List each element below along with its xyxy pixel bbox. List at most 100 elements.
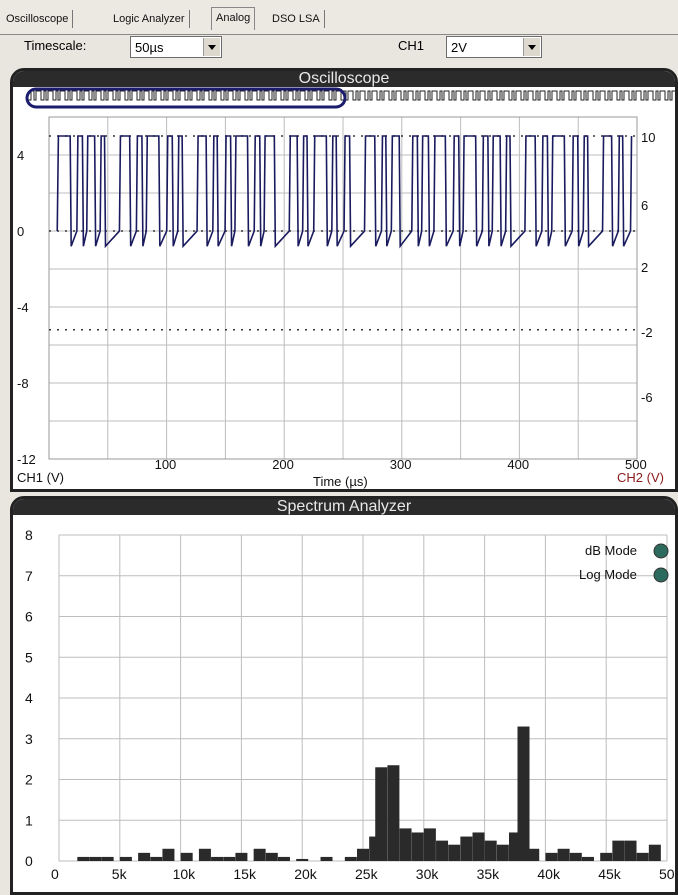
overview-trace — [27, 90, 675, 101]
spectrum-bar — [119, 856, 132, 861]
spectrum-bar — [235, 852, 248, 861]
spectrum-bar — [101, 856, 114, 861]
spectrum-bar — [211, 856, 224, 861]
timescale-select[interactable]: 50µs — [130, 36, 222, 58]
ch1-scale-select[interactable]: 2V — [446, 36, 542, 58]
y-tick-label: 3 — [25, 731, 33, 747]
spectrum-bar — [600, 852, 613, 861]
spectrum-bar — [198, 848, 211, 861]
x-tick-label: 400 — [507, 457, 529, 472]
log-mode-label: Log Mode — [579, 567, 637, 582]
spectrum-bar — [612, 840, 625, 861]
y-tick-label: -12 — [17, 452, 36, 467]
spectrum-bar — [253, 848, 266, 861]
y-tick-label: 1 — [25, 812, 33, 828]
y2-tick-label: -2 — [641, 325, 653, 340]
spectrum-bar — [387, 765, 400, 861]
overview-strip — [25, 87, 675, 109]
spectrum-bar — [223, 856, 236, 861]
spectrum-bar — [484, 840, 497, 861]
x-tick-label: 35k — [477, 866, 501, 882]
spectrum-bar — [344, 856, 357, 861]
oscilloscope-plot[interactable]: 4 0 -4 -8 -12 10 6 2 -2 -6 100 200 300 400 500 CH1 (V)… — [13, 87, 675, 492]
spectrum-bar — [320, 856, 333, 861]
x-tick-label: 50k — [659, 866, 675, 882]
overview-window — [25, 87, 347, 109]
spectrum-plot[interactable]: 01234567805k10k15k20k25k30k35k40k45k50k … — [13, 515, 675, 895]
db-mode-toggle[interactable] — [653, 543, 669, 559]
spectrum-bar — [423, 828, 436, 861]
y2-tick-label: 2 — [641, 260, 648, 275]
spectrum-bar — [399, 828, 412, 861]
spectrum-bars — [77, 726, 661, 861]
spectrum-bar — [460, 836, 473, 861]
x-tick-label: 5k — [112, 866, 128, 882]
y2-tick-label: 6 — [641, 198, 648, 213]
oscilloscope-panel: Oscilloscope 4 0 -4 -8 -12 10 6 2 -2 -6 100 200 300 4… — [10, 68, 678, 492]
log-mode-toggle[interactable] — [653, 567, 669, 583]
db-mode-label: dB Mode — [585, 543, 637, 558]
spectrum-bar — [265, 852, 278, 861]
tab-analog[interactable]: Analog — [211, 7, 256, 30]
x-tick-label: 10k — [173, 866, 197, 882]
x-tick-label: 45k — [598, 866, 622, 882]
spectrum-bar — [375, 767, 388, 861]
timescale-label: Timescale: — [24, 38, 87, 53]
y-tick-label: -8 — [17, 376, 29, 391]
tab-bar: Oscilloscope Logic Analyzer Analog DSO L… — [0, 0, 678, 35]
timescale-value: 50µs — [135, 40, 164, 55]
ch1-label: CH1 — [398, 38, 425, 53]
x-tick-label: 100 — [155, 457, 177, 472]
spectrum-bar — [162, 848, 175, 861]
y-tick-label: 4 — [17, 148, 24, 163]
spectrum-title: Spectrum Analyzer — [13, 499, 675, 515]
plot-frame — [48, 116, 638, 460]
toolbar: Timescale: 50µs CH1 2V — [0, 34, 678, 64]
x-axis-label: Time (µs) — [313, 474, 368, 489]
ch1-scale-value: 2V — [451, 40, 467, 55]
spectrum-bar — [357, 848, 369, 861]
spectrum-bar — [636, 852, 649, 861]
spectrum-bar — [517, 726, 530, 861]
y-tick-label: 5 — [25, 649, 33, 665]
spectrum-bar — [180, 852, 193, 861]
spectrum-bar — [448, 844, 461, 861]
spectrum-bar — [77, 856, 90, 861]
spectrum-bar — [472, 832, 485, 861]
x-tick-label: 500 — [625, 457, 647, 472]
y-tick-label: 8 — [25, 527, 33, 543]
spectrum-bar — [545, 852, 558, 861]
ch2-axis-label: CH2 (V) — [617, 470, 664, 485]
spectrum-grid — [58, 534, 668, 862]
y-tick-label: -4 — [17, 300, 29, 315]
spectrum-bar — [296, 858, 309, 861]
spectrum-bar — [569, 852, 582, 861]
spectrum-bar — [581, 856, 594, 861]
spectrum-bar — [138, 852, 151, 861]
chevron-down-icon[interactable] — [523, 38, 540, 56]
y-tick-label: 2 — [25, 772, 33, 788]
spectrum-bar — [557, 848, 570, 861]
x-tick-label: 200 — [272, 457, 294, 472]
y-tick-label: 0 — [17, 224, 24, 239]
x-tick-label: 30k — [416, 866, 440, 882]
tab-oscilloscope[interactable]: Oscilloscope — [2, 10, 74, 28]
y-tick-label: 7 — [25, 568, 33, 584]
spectrum-bar — [648, 844, 661, 861]
tab-dso-lsa[interactable]: DSO LSA — [268, 10, 325, 28]
tab-logic-analyzer[interactable]: Logic Analyzer — [109, 10, 190, 28]
ch1-trace-line — [56, 135, 633, 249]
y-tick-label: 6 — [25, 609, 33, 625]
spectrum-bar — [150, 856, 163, 861]
x-tick-label: 0 — [51, 866, 59, 882]
spectrum-bar — [277, 856, 290, 861]
x-tick-label: 20k — [294, 866, 318, 882]
spectrum-bar — [624, 840, 637, 861]
spectrum-axis-labels: 0 1 2 3 4 5 6 7 8 0 5k 10k 15k 20k 25k 30k 35k 40k 45k 50k — [25, 527, 675, 882]
spectrum-bar — [411, 832, 424, 861]
chevron-down-icon[interactable] — [203, 38, 220, 56]
spectrum-bar — [496, 844, 509, 861]
x-tick-label: 15k — [233, 866, 257, 882]
spectrum-bar — [89, 856, 102, 861]
y-tick-label: 0 — [25, 853, 33, 869]
